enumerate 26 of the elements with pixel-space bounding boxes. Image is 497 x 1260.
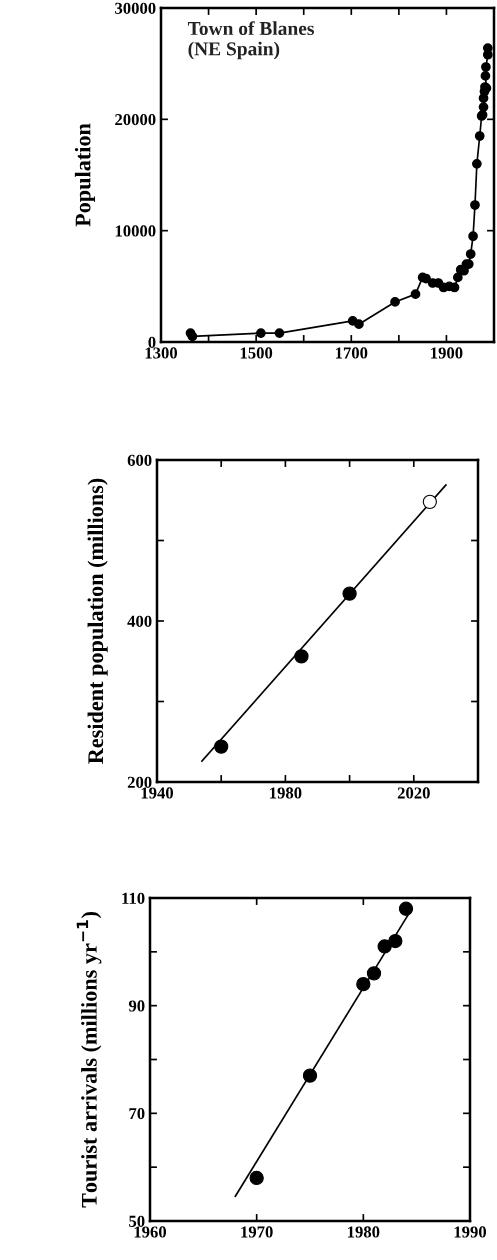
- y-tick-label: 70: [129, 1108, 145, 1120]
- y-axis-title: Resident population (millions): [87, 478, 108, 764]
- y-axis-title: Population: [74, 123, 96, 227]
- annotation: Town of Blanes (NE Spain): [187, 21, 314, 60]
- y-tick-label: 400: [127, 615, 152, 627]
- x-tick-label: 1500: [240, 347, 273, 359]
- x-tick-label: 1980: [270, 787, 302, 799]
- x-tick-label: 1990: [454, 1226, 487, 1238]
- y-tick-label: 110: [122, 892, 145, 904]
- x-tick-label: 1940: [141, 787, 174, 799]
- x-tick-label: 1300: [145, 347, 178, 359]
- y-tick-label: 200: [127, 776, 152, 788]
- x-tick-label: 1970: [241, 1226, 273, 1238]
- y-tick-label: 600: [127, 454, 152, 466]
- y-tick-label: 90: [128, 1000, 145, 1012]
- y-tick-label: 50: [129, 1215, 145, 1227]
- y-axis-title: Tourist arrivals (millions yr$^{−1}$): [76, 912, 102, 1208]
- x-tick-label: 1900: [431, 347, 463, 359]
- x-tick-label: 1960: [134, 1226, 167, 1238]
- y-tick-label: 0: [148, 336, 156, 348]
- y-tick-label: 20000: [115, 114, 156, 126]
- x-tick-label: 1700: [335, 347, 368, 359]
- y-tick-label: 30000: [115, 2, 156, 14]
- x-tick-label: 1980: [348, 1226, 380, 1238]
- x-tick-label: 2020: [397, 787, 430, 799]
- y-tick-label: 10000: [115, 225, 156, 237]
